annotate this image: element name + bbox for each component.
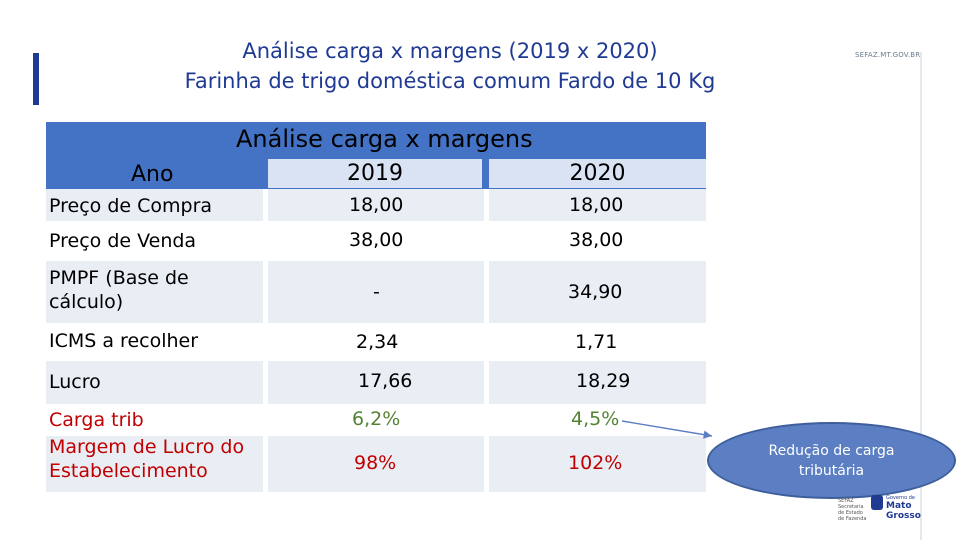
value-2020: 18,29 [576, 370, 631, 392]
callout-bubble: Redução de carga tributária [707, 422, 956, 499]
page-title: Análise carga x margens (2019 x 2020) Fa… [120, 36, 780, 96]
value-2019: 2,34 [356, 331, 399, 353]
value-2019: - [373, 281, 380, 303]
table-row-pmpf: PMPF (Base de cálculo) - 34,90 [46, 261, 706, 323]
column-header-2020: 2020 [489, 159, 706, 188]
row-label: Preço de Compra [49, 195, 213, 217]
value-2019: 38,00 [349, 229, 404, 251]
row-label: ICMS a recolher [49, 330, 199, 352]
value-2020: 34,90 [568, 281, 623, 303]
table-row-margem-lucro: Margem de Lucro do Estabelecimento 98% 1… [46, 436, 706, 492]
column-header-ano: Ano [131, 162, 174, 187]
table-header: Análise carga x margens Ano 2019 2020 [46, 122, 706, 189]
callout-text: Redução de carga tributária [768, 442, 895, 479]
value-2019: 17,66 [358, 370, 413, 392]
government-logo: SEFAZ Secretaria de Estado de Fazenda Go… [838, 492, 921, 522]
column-separator [263, 189, 268, 492]
table-row-carga-trib: Carga trib 6,2% 4,5% [46, 404, 706, 436]
row-label: Carga trib [49, 409, 144, 431]
row-label: Lucro [49, 371, 101, 393]
row-label: Margem de Lucro do Estabelecimento [49, 436, 245, 482]
value-2020: 4,5% [571, 408, 620, 430]
site-url: SEFAZ.MT.GOV.BR [855, 51, 921, 59]
value-2020: 38,00 [569, 229, 624, 251]
title-line-1: Análise carga x margens (2019 x 2020) [242, 39, 658, 63]
value-2020: 18,00 [569, 194, 624, 216]
table-row-preco-venda: Preço de Venda 38,00 38,00 [46, 221, 706, 261]
right-divider-line [920, 52, 922, 540]
column-separator [484, 189, 489, 492]
left-accent-bar [33, 53, 39, 105]
value-2020: 1,71 [575, 331, 618, 353]
table-row-preco-compra: Preço de Compra 18,00 18,00 [46, 189, 706, 221]
coat-of-arms-icon [871, 495, 883, 510]
table-row-lucro: Lucro 17,66 18,29 [46, 361, 706, 404]
table-row-icms: ICMS a recolher 2,34 1,71 [46, 323, 706, 361]
value-2019: 98% [354, 452, 397, 474]
value-2019: 6,2% [352, 408, 401, 430]
row-label: PMPF (Base de cálculo) [49, 267, 189, 313]
column-header-2019: 2019 [268, 159, 482, 188]
value-2019: 18,00 [349, 194, 404, 216]
logo-name: Governo de Mato Grosso [886, 495, 921, 521]
logo-sub-text: SEFAZ Secretaria de Estado de Fazenda [838, 498, 867, 522]
row-label: Preço de Venda [49, 230, 197, 252]
title-line-2: Farinha de trigo doméstica comum Fardo d… [184, 69, 716, 93]
value-2020: 102% [568, 452, 623, 474]
table-header-title: Análise carga x margens [236, 125, 533, 153]
analysis-table: Análise carga x margens Ano 2019 2020 Pr… [46, 122, 706, 492]
